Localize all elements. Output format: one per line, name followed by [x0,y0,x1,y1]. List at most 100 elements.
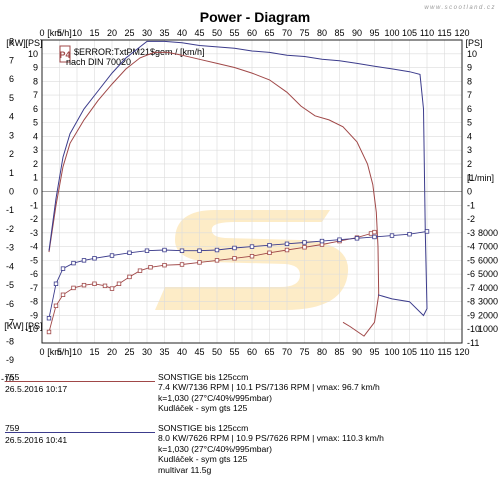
x-tick-bottom-100: 100 [384,347,399,357]
kw-tick--7: -7 [6,318,14,328]
x-tick-top-55: 55 [229,28,239,38]
legend-badge-box [59,45,71,63]
rpm-marker-755-12 [162,262,167,268]
ps-right-tick-1: 1 [467,173,472,183]
x-tick-bottom-95: 95 [369,347,379,357]
rpm-marker-759-10 [179,248,185,253]
kw-axis-label-low: [KW] [4,321,24,331]
kw-tick-3: 3 [9,130,14,140]
ps-right-tick-3: 3 [467,145,472,155]
x-tick-top-105: 105 [402,28,417,38]
rpm-marker-755-6 [102,283,108,289]
rpm-marker-755-24 [368,231,374,236]
kw-tick--3: -3 [6,243,14,253]
rpm-marker-759-0 [46,316,52,321]
x-tick-top-15: 15 [89,28,99,38]
watermark-logo [155,210,349,310]
ps-right-tick--10: -10 [467,324,480,334]
rpm-marker-759-15 [267,243,272,248]
rpm-marker-755-2 [60,292,66,297]
ps-left-tick-7: 7 [33,90,38,100]
run-759-separator [5,432,155,433]
x-tick-bottom-50: 50 [212,347,222,357]
rpm-marker-759-18 [319,238,325,244]
x-tick-top-40: 40 [177,28,187,38]
ps-left-tick-4: 4 [33,131,38,141]
kw-tick--4: -4 [6,261,14,271]
rpm-marker-759-6 [109,253,115,258]
ps-right-tick-5: 5 [467,118,472,128]
ps-left-tick-10: 10 [28,49,38,59]
rpm-marker-755-10 [137,268,143,273]
rpm-marker-755-5 [92,281,97,286]
x-tick-bottom-105: 105 [402,347,417,357]
run-759-model: SONSTIGE bis 125ccm [158,423,249,433]
x-tick-top-50: 50 [212,28,222,38]
kw-tick--9: -9 [6,355,14,365]
ps-left-tick--8: -8 [30,297,38,307]
x-tick-bottom-55: 55 [229,347,239,357]
kw-axis-label: [KW] [6,38,26,48]
ps-right-tick-10: 10 [467,49,477,59]
rpm-marker-759-20 [354,236,360,241]
rpm-marker-759-21 [372,234,377,240]
kw-tick-1: 1 [9,168,14,178]
ps-right-tick-4: 4 [467,131,472,141]
x-tick-top-45: 45 [194,28,204,38]
run-759-condition: k=1,030 (27°C/40%/995mbar) [158,443,273,454]
kw-tick-2: 2 [9,149,14,159]
rpm-marker-759-19 [337,237,342,242]
rpm-marker-759-4 [81,258,87,263]
kw-tick-0: 0 [9,187,14,197]
x-tick-top-75: 75 [299,28,309,38]
rpm-marker-755-0 [46,329,52,335]
x-tick-bottom-70: 70 [282,347,292,357]
rpm-marker-759-7 [127,250,132,255]
rpm-tick-1000: 1000 [478,324,498,334]
watermark-text: www.scootland.cz [424,5,496,11]
x-tick-bottom-75: 75 [299,347,309,357]
legend-badge: P4 [59,50,70,60]
rpm-marker-755-16 [232,256,237,261]
ps-left-tick--5: -5 [30,255,38,265]
ps-left-tick-0: 0 [33,187,38,197]
ps-right-tick--1: -1 [467,200,475,210]
ps-left-tick-8: 8 [33,76,38,86]
x-tick-bottom-20: 20 [107,347,117,357]
x-tick-bottom-115: 115 [437,347,451,357]
axes: 0055101015152020252530303535404045455050… [1,28,498,384]
run-759-id: 759 [5,423,20,433]
x-tick-top-115: 115 [437,28,451,38]
rpm-tick-8000: 8000 [478,228,498,238]
kw-tick--1: -1 [6,205,14,215]
rpm-tick-4000: 4000 [478,283,498,293]
power-line-755 [48,51,380,337]
run-755-model: SONSTIGE bis 125ccm [158,372,249,382]
run-759-result: 8.0 KW/7626 RPM | 10.9 PS/7626 RPM | vma… [158,433,384,444]
kw-tick--2: -2 [6,224,14,234]
power-line-759 [48,40,428,317]
x-tick-bottom-5: 5 [57,347,62,357]
ps-right-tick-6: 6 [467,104,472,114]
rpm-marker-755-13 [179,262,185,267]
rpm-marker-759-2 [60,266,66,271]
run-755-details: SONSTIGE bis 125ccm 7.4 KW/7136 RPM | 10… [158,372,380,414]
kw-tick--10: -10 [1,374,14,384]
rpm-marker-755-7 [109,286,115,291]
ps-left-tick-1: 1 [33,173,38,183]
kw-tick-5: 5 [9,93,14,103]
rpm-marker-755-4 [81,282,87,288]
rpm-axis-label: [1/min] [467,173,494,183]
kw-tick--5: -5 [6,280,14,290]
rpm-marker-759-24 [424,229,430,234]
kw-tick-4: 4 [9,112,14,122]
rpm-marker-759-5 [92,256,97,261]
rpm-tick-6000: 6000 [478,255,498,265]
x-tick-bottom-65: 65 [264,347,274,357]
rpm-marker-755-19 [284,247,290,253]
x-axis-label-bottom: [km/h] [47,347,72,357]
run-755-date: 26.5.2016 10:17 [5,384,68,394]
x-tick-bottom-10: 10 [72,347,82,357]
x-tick-top-20: 20 [107,28,117,38]
rpm-marker-755-14 [197,260,202,265]
